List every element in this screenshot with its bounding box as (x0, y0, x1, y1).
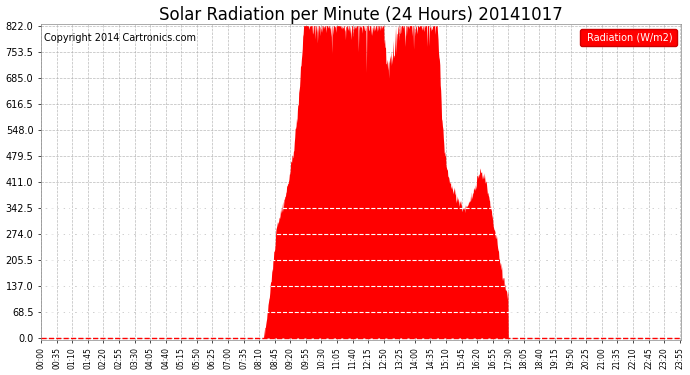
Text: Copyright 2014 Cartronics.com: Copyright 2014 Cartronics.com (44, 33, 196, 43)
Title: Solar Radiation per Minute (24 Hours) 20141017: Solar Radiation per Minute (24 Hours) 20… (159, 6, 563, 24)
Legend: Radiation (W/m2): Radiation (W/m2) (580, 28, 677, 46)
